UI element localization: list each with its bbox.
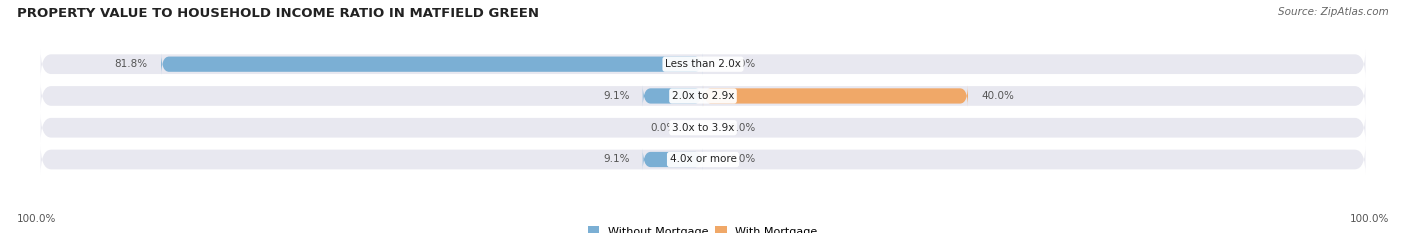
- Text: Source: ZipAtlas.com: Source: ZipAtlas.com: [1278, 7, 1389, 17]
- Text: 0.0%: 0.0%: [730, 59, 756, 69]
- FancyBboxPatch shape: [162, 53, 703, 76]
- FancyBboxPatch shape: [41, 80, 1365, 112]
- Text: 0.0%: 0.0%: [650, 123, 676, 133]
- FancyBboxPatch shape: [41, 112, 1365, 143]
- Text: 0.0%: 0.0%: [730, 123, 756, 133]
- Text: 100.0%: 100.0%: [1350, 214, 1389, 224]
- Legend: Without Mortgage, With Mortgage: Without Mortgage, With Mortgage: [586, 224, 820, 233]
- Text: 40.0%: 40.0%: [981, 91, 1014, 101]
- Text: 4.0x or more: 4.0x or more: [669, 154, 737, 164]
- FancyBboxPatch shape: [41, 49, 1365, 80]
- FancyBboxPatch shape: [643, 85, 703, 107]
- FancyBboxPatch shape: [41, 144, 1365, 175]
- Text: 2.0x to 2.9x: 2.0x to 2.9x: [672, 91, 734, 101]
- Text: 3.0x to 3.9x: 3.0x to 3.9x: [672, 123, 734, 133]
- FancyBboxPatch shape: [643, 148, 703, 171]
- Text: 9.1%: 9.1%: [603, 91, 630, 101]
- Text: 0.0%: 0.0%: [730, 154, 756, 164]
- Text: 100.0%: 100.0%: [17, 214, 56, 224]
- FancyBboxPatch shape: [703, 85, 967, 107]
- Text: PROPERTY VALUE TO HOUSEHOLD INCOME RATIO IN MATFIELD GREEN: PROPERTY VALUE TO HOUSEHOLD INCOME RATIO…: [17, 7, 538, 20]
- Text: 81.8%: 81.8%: [115, 59, 148, 69]
- Text: 9.1%: 9.1%: [603, 154, 630, 164]
- Text: Less than 2.0x: Less than 2.0x: [665, 59, 741, 69]
